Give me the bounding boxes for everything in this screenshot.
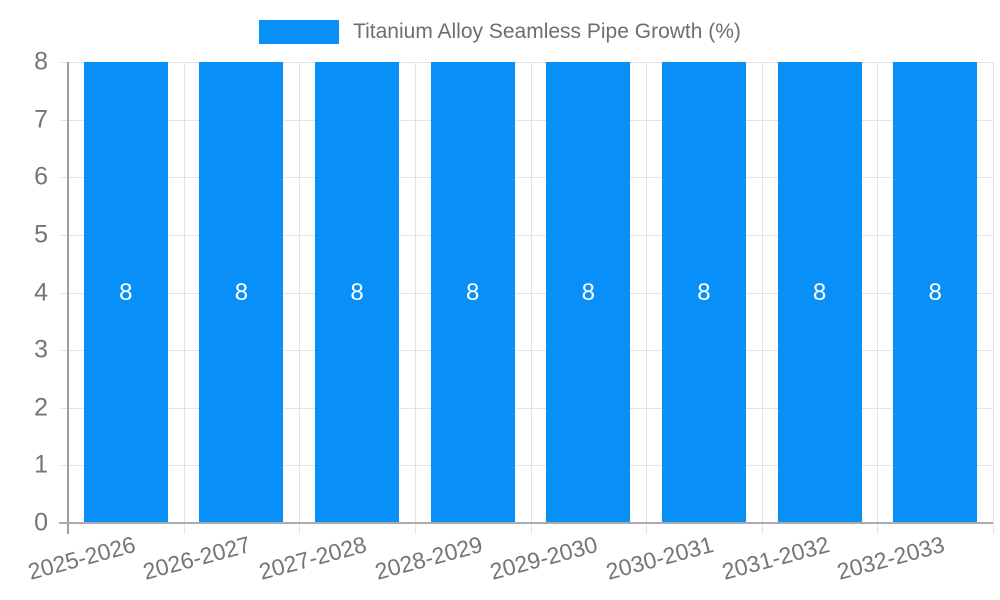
- bar[interactable]: [661, 62, 746, 523]
- bar-value-label: 8: [812, 278, 827, 306]
- y-axis-tick-label: 7: [34, 105, 48, 134]
- y-axis-tick-label: 2: [34, 393, 48, 422]
- x-axis-tick-label: 2027-2028: [256, 531, 370, 585]
- y-axis-tick-label: 1: [34, 450, 48, 479]
- chart-legend: Titanium Alloy Seamless Pipe Growth (%): [0, 20, 1000, 44]
- x-gridline: [877, 62, 879, 534]
- y-gridline: [60, 234, 993, 236]
- x-gridline: [299, 62, 301, 534]
- x-axis-baseline: [59, 522, 993, 524]
- bar[interactable]: [315, 62, 400, 523]
- bar-value-label: 8: [119, 278, 133, 306]
- bar[interactable]: [893, 62, 978, 523]
- x-gridline: [993, 62, 994, 534]
- y-axis-tick-label: 3: [34, 335, 48, 364]
- y-axis-tick-label: 4: [34, 278, 48, 306]
- x-axis-tick-label: 2032-2033: [834, 531, 948, 585]
- bar-value-label: 8: [581, 278, 595, 306]
- x-gridline: [530, 62, 532, 534]
- y-gridline: [60, 407, 993, 409]
- bar-value-label: 8: [928, 278, 942, 306]
- bar[interactable]: [83, 62, 168, 523]
- y-axis-tick-label: 0: [34, 508, 48, 537]
- legend-item[interactable]: Titanium Alloy Seamless Pipe Growth (%): [259, 20, 741, 44]
- bar[interactable]: [430, 62, 515, 523]
- bar[interactable]: [777, 62, 862, 523]
- y-gridline: [60, 177, 993, 179]
- x-gridline: [183, 62, 185, 534]
- bar-value-label: 8: [697, 278, 711, 306]
- x-gridline: [646, 62, 648, 534]
- bar-value-label: 8: [466, 278, 480, 306]
- x-axis-tick-label: 2031-2032: [718, 531, 832, 585]
- y-axis-line: [67, 62, 69, 534]
- y-axis-tick-label: 8: [34, 47, 48, 76]
- bar-value-label: 8: [234, 278, 249, 306]
- x-axis-tick-label: 2030-2031: [603, 531, 717, 585]
- chart-title: Titanium Alloy Seamless Pipe Growth (%): [353, 20, 741, 43]
- y-gridline: [60, 350, 993, 352]
- y-axis-tick-label: 6: [34, 162, 48, 191]
- x-axis-tick-label: 2025-2026: [25, 531, 139, 585]
- bar[interactable]: [546, 62, 631, 523]
- x-gridline: [761, 62, 763, 534]
- x-axis-tick-label: 2029-2030: [487, 531, 601, 585]
- x-axis-tick-label: 2026-2027: [140, 531, 254, 585]
- y-gridline: [60, 119, 993, 121]
- y-gridline: [60, 465, 993, 467]
- y-axis-tick-label: 5: [34, 220, 48, 249]
- x-axis-tick-label: 2028-2029: [371, 531, 485, 585]
- legend-swatch-icon: [259, 20, 340, 44]
- bar[interactable]: [199, 62, 284, 523]
- y-gridline: [60, 292, 993, 294]
- y-gridline: [60, 62, 993, 63]
- x-gridline: [414, 62, 416, 534]
- bar-value-label: 8: [350, 278, 364, 306]
